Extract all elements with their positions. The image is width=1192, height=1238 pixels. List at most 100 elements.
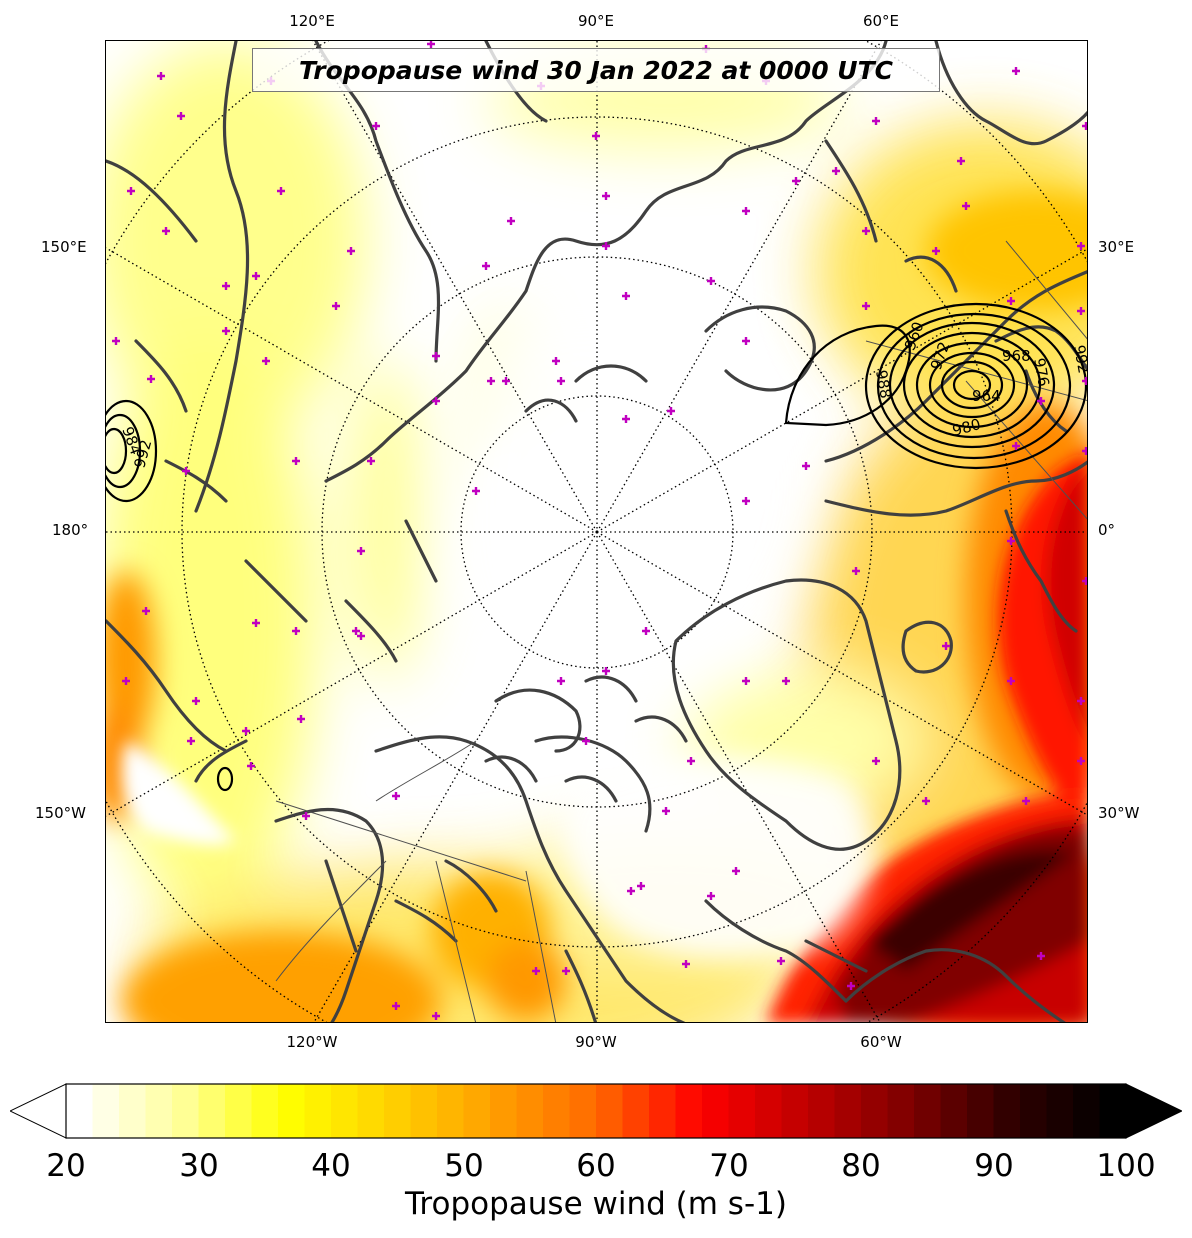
observation-marker [642,627,650,635]
observation-marker [472,487,480,495]
observation-marker [1007,297,1015,305]
observation-marker [627,887,635,895]
lon-label-right: 0° [1098,521,1116,539]
colorbar-outline [65,1083,1127,1139]
colorbar-cell [728,1084,756,1138]
observation-marker [622,292,630,300]
observation-marker [682,960,690,968]
coastlines [106,41,1087,1022]
observation-marker [622,415,630,423]
observation-marker [292,627,300,635]
colorbar-cell [1020,1084,1048,1138]
map-canvas: 984 992 988 980 976 968 972 964 960 992 [106,41,1088,1022]
observation-marker [832,167,840,175]
colorbar-cell [410,1084,438,1138]
observation-marker [357,547,365,555]
observation-marker [862,302,870,310]
observation-marker [602,667,610,675]
observation-marker [667,407,675,415]
colorbar-cell [755,1084,783,1138]
observation-marker [1082,122,1087,130]
colorbar-cell [516,1084,544,1138]
colorbar-extend-low [10,1083,67,1139]
colorbar-cell [1046,1084,1074,1138]
colorbar-cell [914,1084,942,1138]
colorbar-cell [384,1084,412,1138]
colorbar-cell [304,1084,332,1138]
observation-marker [852,567,860,575]
observation-marker [872,117,880,125]
observation-marker [177,112,185,120]
observation-marker [922,797,930,805]
colorbar-cell [92,1084,120,1138]
observation-marker [742,497,750,505]
observation-marker [602,242,610,250]
colorbar-cell [543,1084,571,1138]
observation-marker [707,277,715,285]
colorbar-cell [119,1084,147,1138]
colorbar-cell [437,1084,465,1138]
observation-marker [942,642,950,650]
observation-marker [582,737,590,745]
observation-marker [802,462,810,470]
observation-marker [252,619,260,627]
observation-marker [1077,242,1085,250]
observation-marker [742,677,750,685]
observation-marker [1037,952,1045,960]
colorbar-cell [887,1084,915,1138]
colorbar-tick: 90 [974,1148,1014,1184]
colorbar-cell [278,1084,306,1138]
colorbar-cell [1073,1084,1101,1138]
observation-marker [707,892,715,900]
colorbar-cell [145,1084,173,1138]
observation-marker [557,677,565,685]
observation-marker [932,247,940,255]
observation-marker [1022,797,1030,805]
observation-marker [502,377,510,385]
observation-marker [242,727,250,735]
observation-marker [562,967,570,975]
contour-label: 964 [972,387,1001,405]
observation-marker [162,227,170,235]
observation-marker [357,632,365,640]
contour-label: 968 [1002,347,1031,365]
observation-marker [1037,397,1045,405]
observation-marker [1082,377,1087,385]
observation-marker [862,227,870,235]
map-title: Tropopause wind 30 Jan 2022 at 0000 UTC [298,55,893,85]
observation-marker [142,607,150,615]
colorbar-cell [331,1084,359,1138]
title-box: Tropopause wind 30 Jan 2022 at 0000 UTC [252,48,940,92]
observation-marker [637,882,645,890]
observation-marker [277,187,285,195]
colorbar-label: Tropopause wind (m s-1) [405,1186,787,1222]
colorbar-cell [66,1084,94,1138]
observation-marker [222,282,230,290]
colorbar-cell [993,1084,1021,1138]
observation-marker [247,762,255,770]
colorbar-cell [675,1084,703,1138]
colorbar-tick: 80 [841,1148,881,1184]
colorbar-cell [251,1084,279,1138]
pressure-contours [106,302,1087,792]
colorbar [10,1083,1182,1139]
observation-marker [302,812,310,820]
observation-marker [187,737,195,745]
observation-marker [432,352,440,360]
colorbar-tick: 40 [311,1148,351,1184]
lon-label-top: 120°E [289,12,335,30]
observation-marker [222,327,230,335]
lon-label-bottom: 90°W [575,1033,617,1051]
colorbar-cell [225,1084,253,1138]
observation-marker [792,177,800,185]
observation-marker [962,202,970,210]
observation-marker [1012,67,1020,75]
observation-marker [552,357,560,365]
contour-label: 992 [1070,344,1088,375]
colorbar-tick: 70 [709,1148,749,1184]
observation-marker [182,467,190,475]
colorbar-cell [1099,1084,1127,1138]
lon-label-top: 90°E [577,12,615,30]
colorbar-cell [569,1084,597,1138]
colorbar-cell [781,1084,809,1138]
